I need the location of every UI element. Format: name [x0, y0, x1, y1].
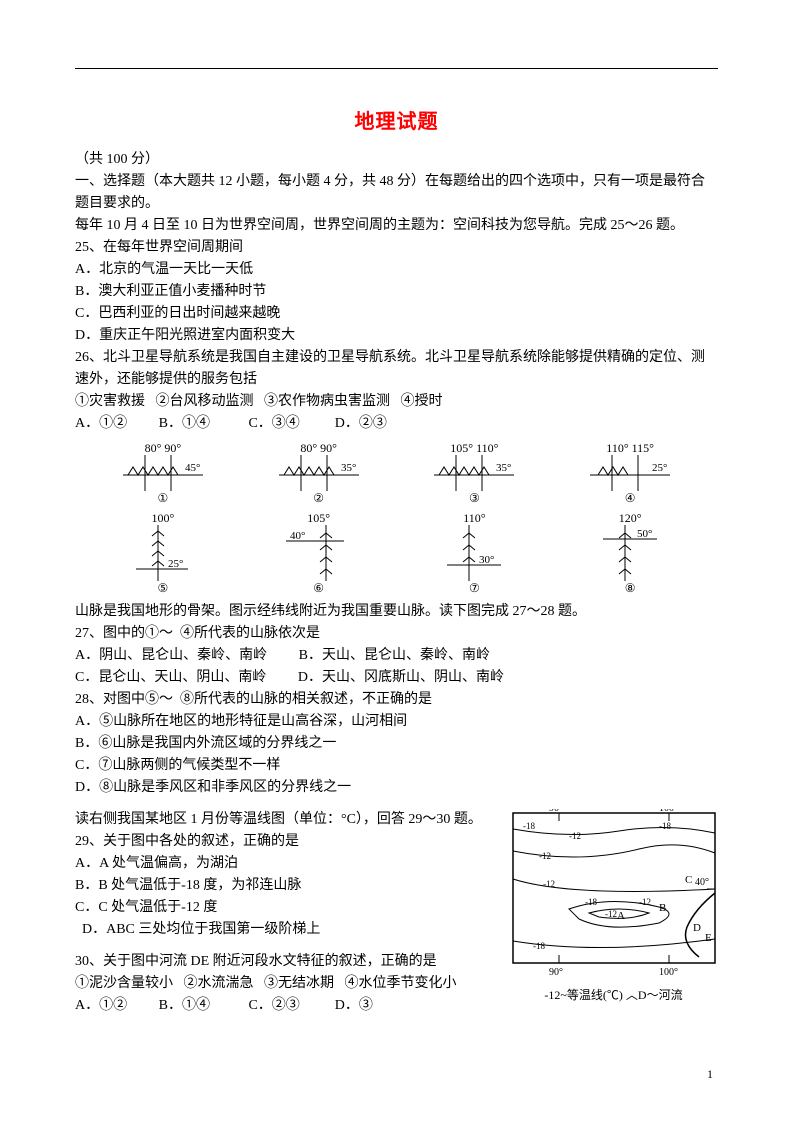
svg-text:100°: 100°: [659, 967, 678, 978]
mountain-icon: 25°: [590, 455, 670, 491]
q29-stem: 29、关于图中各处的叙述，正确的是: [75, 831, 503, 853]
svg-text:35°: 35°: [496, 462, 511, 474]
diagram-cell-7: 110° 30° ⑦: [439, 511, 509, 595]
svg-text:A: A: [617, 910, 625, 922]
svg-text:40°: 40°: [290, 530, 305, 542]
svg-text:-18: -18: [659, 821, 671, 831]
q27-row-cd: C．昆仑山、天山、阴山、南岭 D．天山、冈底斯山、阴山、南岭: [75, 667, 718, 689]
context-27-28: 山脉是我国地形的骨架。图示经纬线附近为我国重要山脉。读下图完成 27～28 题。: [75, 601, 718, 623]
mountain-icon: 50°: [595, 525, 665, 581]
mountain-icon: 40°: [284, 525, 354, 581]
mountain-icon: 35°: [434, 455, 514, 491]
svg-text:-12: -12: [605, 909, 617, 919]
svg-text:100°: 100°: [659, 809, 678, 814]
q25-stem: 25、在每年世界空间周期间: [75, 237, 718, 259]
q26-choices: A．①② B．①④ C．③④ D．②③: [75, 413, 718, 435]
q26-statements: ①灾害救援 ②台风移动监测 ③农作物病虫害监测 ④授时: [75, 391, 718, 413]
diag-num-6: ⑥: [313, 581, 324, 595]
mountain-icon: 45°: [123, 455, 203, 491]
svg-text:-12: -12: [543, 879, 555, 889]
q28-stem: 28、对图中⑤～ ⑧所代表的山脉的相关叙述，不正确的是: [75, 689, 718, 711]
diag-top-7: 110°: [463, 511, 485, 525]
isotherm-map: 90° 100° 90° 100° 40° -18 -12 -18: [503, 809, 718, 1003]
svg-text:-18: -18: [523, 821, 535, 831]
diagram-cell-2: 80° 90° 35° ②: [279, 441, 359, 505]
diag-top-1: 80° 90°: [145, 441, 182, 455]
diag-top-8: 120°: [619, 511, 642, 525]
diag-num-2: ②: [313, 491, 324, 505]
svg-text:50°: 50°: [637, 528, 652, 540]
svg-text:-12: -12: [639, 897, 651, 907]
svg-text:-18: -18: [585, 897, 597, 907]
total-score: （共 100 分）: [75, 149, 718, 171]
q29-opt-b: B．B 处气温低于-18 度，为祁连山脉: [75, 875, 503, 897]
context-25-26: 每年 10 月 4 日至 10 日为世界空间周，世界空间周的主题为：空间科技为您…: [75, 215, 718, 237]
q25-opt-b: B．澳大利亚正值小麦播种时节: [75, 281, 718, 303]
svg-text:-18: -18: [533, 941, 545, 951]
q25-opt-d: D．重庆正午阳光照进室内面积变大: [75, 325, 718, 347]
diag-num-4: ④: [625, 491, 636, 505]
diagram-cell-3: 105° 110° 35° ③: [434, 441, 514, 505]
svg-text:B: B: [659, 902, 666, 914]
mountain-icon: 35°: [279, 455, 359, 491]
diag-num-7: ⑦: [469, 581, 480, 595]
diagram-cell-4: 110° 115° 25° ④: [590, 441, 670, 505]
map-caption: -12~等温线(℃) ︿D～河流: [509, 986, 718, 1003]
svg-text:30°: 30°: [479, 554, 494, 566]
section-intro: 一、选择题（本大题共 12 小题，每小题 4 分，共 48 分）在每题给出的四个…: [75, 171, 718, 215]
context-29-30: 读右侧我国某地区 1 月份等温线图（单位：°C），回答 29～30 题。: [75, 809, 503, 831]
diag-top-2: 80° 90°: [300, 441, 337, 455]
diagram-cell-1: 80° 90° 45° ①: [123, 441, 203, 505]
diag-num-8: ⑧: [625, 581, 636, 595]
diag-top-5: 100°: [151, 511, 174, 525]
diag-num-5: ⑤: [157, 581, 168, 595]
q28-opt-a: A．⑤山脉所在地区的地形特征是山高谷深，山河相间: [75, 711, 718, 733]
diag-num-1: ①: [157, 491, 168, 505]
svg-text:D: D: [693, 922, 701, 934]
svg-text:C: C: [685, 874, 692, 886]
svg-text:90°: 90°: [549, 809, 563, 814]
svg-text:90°: 90°: [549, 967, 563, 978]
svg-text:-12: -12: [569, 831, 581, 841]
q28-opt-c: C．⑦山脉两侧的气候类型不一样: [75, 755, 718, 777]
q27-row-ab: A．阴山、昆仑山、秦岭、南岭 B．天山、昆仑山、秦岭、南岭: [75, 645, 718, 667]
q30-statements: ①泥沙含量较小 ②水流湍急 ③无结冰期 ④水位季节变化小: [75, 973, 503, 995]
diagram-cell-5: 100° 25° ⑤: [128, 511, 198, 595]
diag-top-3: 105° 110°: [450, 441, 498, 455]
q28-opt-b: B．⑥山脉是我国内外流区域的分界线之一: [75, 733, 718, 755]
diag-top-6: 105°: [307, 511, 330, 525]
page-title: 地理试题: [75, 105, 718, 134]
diagram-cell-6: 105° 40° ⑥: [284, 511, 354, 595]
mountain-icon: 25°: [128, 525, 198, 581]
top-rule: [75, 68, 718, 69]
svg-text:25°: 25°: [168, 558, 183, 570]
diagram-row-2: 100° 25° ⑤ 105° 40° ⑥ 110°: [85, 511, 708, 595]
diagram-row-1: 80° 90° 45° ① 80° 90° 35° ② 105° 110°: [85, 441, 708, 505]
diag-num-3: ③: [469, 491, 480, 505]
map-icon: 90° 100° 90° 100° 40° -18 -12 -18: [509, 809, 719, 979]
q25-opt-a: A．北京的气温一天比一天低: [75, 259, 718, 281]
q26-stem: 26、北斗卫星导航系统是我国自主建设的卫星导航系统。北斗卫星导航系统除能够提供精…: [75, 347, 718, 391]
q30-choices: A．①② B．①④ C．②③ D．③: [75, 995, 503, 1017]
diagram-cell-8: 120° 50° ⑧: [595, 511, 665, 595]
q27-stem: 27、图中的①～ ④所代表的山脉依次是: [75, 623, 718, 645]
q30-stem: 30、关于图中河流 DE 附近河段水文特征的叙述，正确的是: [75, 951, 503, 973]
page-number: 1: [707, 1067, 713, 1082]
mountain-icon: 30°: [439, 525, 509, 581]
svg-text:40°: 40°: [695, 877, 709, 888]
svg-text:25°: 25°: [652, 462, 667, 474]
q29-opt-d: D．ABC 三处均位于我国第一级阶梯上: [75, 919, 503, 941]
diag-top-4: 110° 115°: [606, 441, 654, 455]
svg-text:E: E: [705, 932, 712, 944]
svg-text:35°: 35°: [341, 462, 356, 474]
q25-opt-c: C．巴西利亚的日出时间越来越晚: [75, 303, 718, 325]
svg-text:45°: 45°: [185, 462, 200, 474]
q28-opt-d: D．⑧山脉是季风区和非季风区的分界线之一: [75, 777, 718, 799]
q29-opt-a: A．A 处气温偏高，为湖泊: [75, 853, 503, 875]
svg-text:-12: -12: [539, 851, 551, 861]
q29-opt-c: C．C 处气温低于-12 度: [75, 897, 503, 919]
